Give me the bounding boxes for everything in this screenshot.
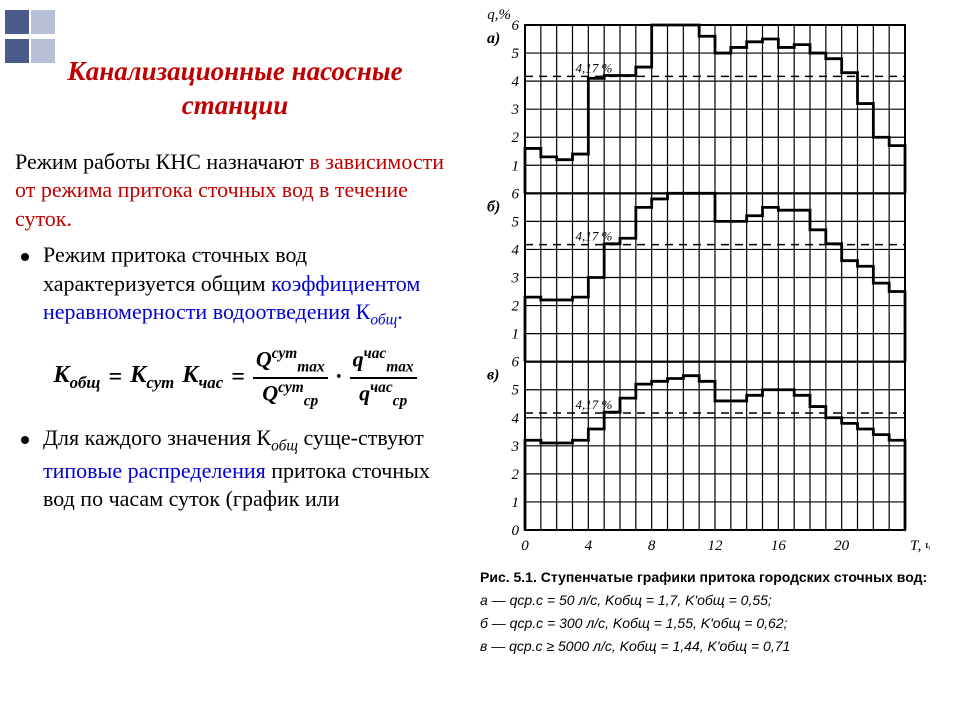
f-lhs: Кобщ <box>53 362 100 393</box>
svg-text:1: 1 <box>512 495 520 511</box>
intro-text-a: Режим работы КНС назначают <box>15 149 309 174</box>
b2-b: суще-ствуют <box>298 425 424 450</box>
bullet-1-text: Режим притока сточных вод характеризуетс… <box>43 241 455 331</box>
svg-text:4,17 %: 4,17 % <box>576 397 613 412</box>
figure-caption: Рис. 5.1. Ступенчатые графики притока го… <box>470 568 950 656</box>
svg-text:3: 3 <box>511 439 520 455</box>
svg-text:2: 2 <box>512 467 520 483</box>
svg-text:4,17 %: 4,17 % <box>576 229 613 244</box>
svg-text:4: 4 <box>512 242 520 258</box>
svg-text:3: 3 <box>511 271 520 287</box>
svg-text:в): в) <box>487 367 499 384</box>
svg-text:8: 8 <box>648 538 656 554</box>
svg-text:б): б) <box>487 198 500 215</box>
svg-text:0: 0 <box>512 523 520 539</box>
b1-sub: общ <box>370 312 397 329</box>
svg-text:5: 5 <box>512 214 520 230</box>
svg-text:5: 5 <box>512 383 520 399</box>
svg-text:Т, ч: Т, ч <box>910 538 930 554</box>
svg-text:20: 20 <box>834 538 850 554</box>
caption-line-c: в — qср.с ≥ 5000 л/с, Kобщ = 1,44, K'общ… <box>480 637 950 656</box>
formula: Кобщ = Ксут Кчас = Qсутmax Qсутср · qчас… <box>15 345 455 410</box>
svg-text:5: 5 <box>512 46 520 62</box>
caption-line-a: а — qср.с = 50 л/с, Kобщ = 1,7, K'общ = … <box>480 591 950 610</box>
svg-text:q,%: q,% <box>487 7 511 23</box>
svg-text:3: 3 <box>511 102 520 118</box>
bullet-dot-icon <box>21 436 29 444</box>
b1-a: Режим притока сточных вод характеризуетс… <box>43 242 307 296</box>
svg-text:а): а) <box>487 30 500 47</box>
svg-text:6: 6 <box>512 18 520 34</box>
page-title: Канализационные насосные станции <box>15 55 455 123</box>
svg-text:4: 4 <box>585 538 593 554</box>
b2-a: Для каждого значения К <box>43 425 271 450</box>
intro-paragraph: Режим работы КНС назначают в зависимости… <box>15 148 455 234</box>
svg-text:4,17 %: 4,17 % <box>576 60 613 75</box>
bullet-2: Для каждого значения Кобщ суще-ствуют ти… <box>15 424 455 514</box>
svg-text:16: 16 <box>771 538 787 554</box>
left-column: Канализационные насосные станции Режим р… <box>15 55 455 522</box>
frac-1: Qсутmax Qсутср <box>253 345 328 410</box>
f-k1: Ксут <box>130 362 174 393</box>
step-charts-svg: q,%123456а)4,17 %123456б)4,17 %0123456в)… <box>470 5 930 560</box>
bullet-dot-icon <box>21 253 29 261</box>
svg-text:12: 12 <box>708 538 724 554</box>
svg-text:2: 2 <box>512 299 520 315</box>
svg-text:2: 2 <box>512 130 520 146</box>
chart-panel: q,%123456а)4,17 %123456б)4,17 %0123456в)… <box>470 5 950 656</box>
f-k2: Кчас <box>182 362 223 393</box>
caption-line-b: б — qср.с = 300 л/с, Kобщ = 1,55, K'общ … <box>480 614 950 633</box>
frac-2: qчасmax qчасср <box>350 345 417 410</box>
bullet-1: Режим притока сточных вод характеризуетс… <box>15 241 455 331</box>
caption-title: Рис. 5.1. Ступенчатые графики притока го… <box>480 569 927 585</box>
svg-text:1: 1 <box>512 327 520 343</box>
b2-sub: общ <box>271 438 298 455</box>
bullet-2-text: Для каждого значения Кобщ суще-ствуют ти… <box>43 424 455 514</box>
svg-text:1: 1 <box>512 158 520 174</box>
svg-text:6: 6 <box>512 186 520 202</box>
b2-c: типовые распределения <box>43 458 266 483</box>
svg-text:4: 4 <box>512 411 520 427</box>
svg-text:0: 0 <box>521 538 529 554</box>
svg-text:4: 4 <box>512 74 520 90</box>
svg-text:6: 6 <box>512 355 520 371</box>
b1-dot: . <box>397 299 403 324</box>
